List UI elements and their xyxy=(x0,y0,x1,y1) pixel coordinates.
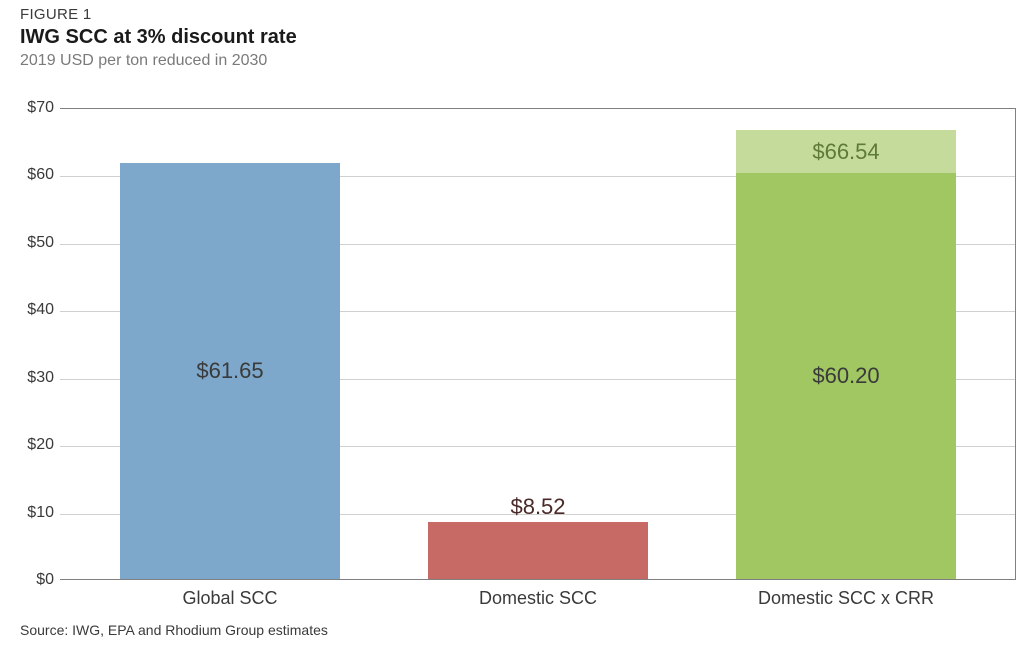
bar-value-label: $60.20 xyxy=(736,363,956,389)
y-axis-tick-label: $20 xyxy=(14,436,54,454)
chart-plot-area: $61.65Global SCC $8.52Domestic SCC $60.20 $… xyxy=(60,108,1016,580)
figure-label: FIGURE 1 xyxy=(20,6,92,23)
bar-value-label: $8.52 xyxy=(428,494,648,520)
y-axis-tick-label: $70 xyxy=(14,99,54,117)
bar-value-label: $66.54 xyxy=(736,139,956,165)
x-axis-category-label: Domestic SCC x CRR xyxy=(758,588,934,609)
y-axis-tick-label: $10 xyxy=(14,504,54,522)
source-footnote: Source: IWG, EPA and Rhodium Group estim… xyxy=(20,622,328,638)
bar-group: $61.65Global SCC xyxy=(120,107,340,579)
figure-subtitle: 2019 USD per ton reduced in 2030 xyxy=(20,52,267,70)
y-axis-tick-label: $30 xyxy=(14,369,54,387)
y-axis-tick-label: $60 xyxy=(14,166,54,184)
x-axis-category-label: Global SCC xyxy=(182,588,277,609)
y-axis-tick-label: $50 xyxy=(14,234,54,252)
y-axis-tick-label: $0 xyxy=(14,571,54,589)
figure-title: IWG SCC at 3% discount rate xyxy=(20,26,297,49)
bar-segment xyxy=(428,522,648,579)
y-axis-tick-label: $40 xyxy=(14,301,54,319)
x-axis-category-label: Domestic SCC xyxy=(479,588,597,609)
bar-group: $60.20$66.54Domestic SCC x CRR xyxy=(736,107,956,579)
bar-group: $8.52Domestic SCC xyxy=(428,107,648,579)
bar-value-label: $61.65 xyxy=(120,358,340,384)
